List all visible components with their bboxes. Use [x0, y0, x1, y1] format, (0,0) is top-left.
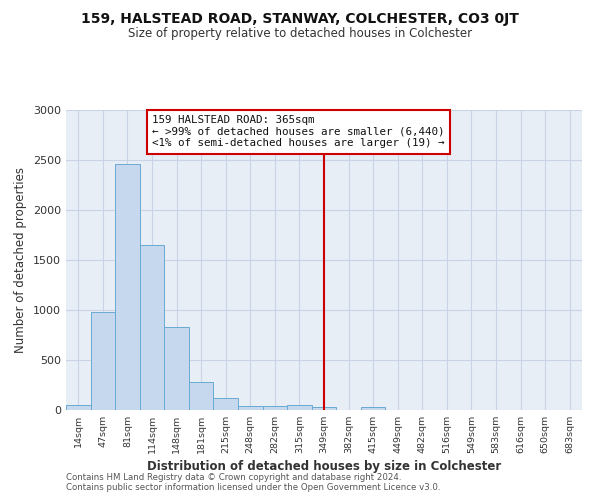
Bar: [263, 406, 287, 410]
Bar: [214, 398, 238, 410]
Bar: [140, 245, 164, 410]
Bar: [189, 382, 214, 410]
Text: 159 HALSTEAD ROAD: 365sqm
← >99% of detached houses are smaller (6,440)
<1% of s: 159 HALSTEAD ROAD: 365sqm ← >99% of deta…: [152, 115, 445, 148]
X-axis label: Distribution of detached houses by size in Colchester: Distribution of detached houses by size …: [147, 460, 501, 473]
Text: Contains HM Land Registry data © Crown copyright and database right 2024.: Contains HM Land Registry data © Crown c…: [66, 472, 401, 482]
Bar: [164, 327, 189, 410]
Text: 159, HALSTEAD ROAD, STANWAY, COLCHESTER, CO3 0JT: 159, HALSTEAD ROAD, STANWAY, COLCHESTER,…: [81, 12, 519, 26]
Y-axis label: Number of detached properties: Number of detached properties: [14, 167, 28, 353]
Bar: [115, 164, 140, 410]
Bar: [287, 404, 312, 410]
Bar: [361, 407, 385, 410]
Text: Contains public sector information licensed under the Open Government Licence v3: Contains public sector information licen…: [66, 482, 440, 492]
Text: Size of property relative to detached houses in Colchester: Size of property relative to detached ho…: [128, 28, 472, 40]
Bar: [312, 407, 336, 410]
Bar: [91, 312, 115, 410]
Bar: [66, 405, 91, 410]
Bar: [238, 406, 263, 410]
